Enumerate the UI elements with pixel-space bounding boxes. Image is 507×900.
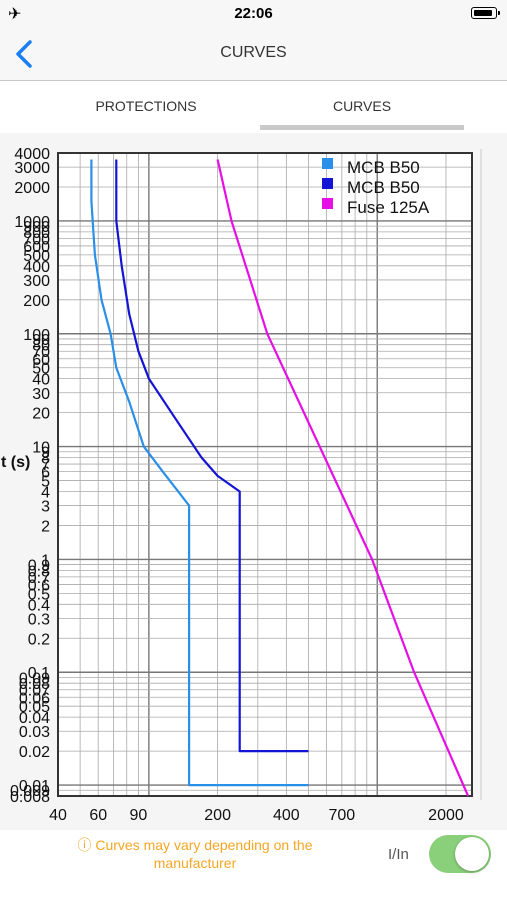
y-tick-label: 400 <box>23 259 50 276</box>
y-tick-label: 10 <box>32 440 50 457</box>
y-tick-label: 0.009 <box>10 783 50 800</box>
chevron-left-icon <box>16 40 32 68</box>
chart-svg: 4000300020001000900800700600500400300200… <box>1 146 482 824</box>
x-tick-label: 40 <box>49 807 67 824</box>
legend-swatch <box>322 178 333 189</box>
footer: ⓘ Curves may vary depending on the manuf… <box>0 830 507 900</box>
y-tick-label: 30 <box>32 386 50 403</box>
y-tick-label: 0.008 <box>10 789 50 806</box>
x-tick-label: 200 <box>204 807 231 824</box>
y-tick-label: 1000 <box>14 214 50 231</box>
legend-label: MCB B50 <box>347 158 420 177</box>
y-tick-label: 2 <box>41 518 50 535</box>
y-tick-label: 100 <box>23 327 50 344</box>
status-bar: ✈ 22:06 <box>0 0 507 28</box>
y-tick-label: 1 <box>41 552 50 569</box>
y-tick-label: 2000 <box>14 180 50 197</box>
legend-label: MCB B50 <box>347 178 420 197</box>
i-in-label: I/In <box>388 846 409 863</box>
y-tick-label: 200 <box>23 293 50 310</box>
y-tick-label: 0.3 <box>28 611 50 628</box>
y-tick-label: 0.04 <box>19 710 50 727</box>
y-tick-label: 0.2 <box>28 631 50 648</box>
x-tick-label: 700 <box>329 807 356 824</box>
note-line-1: ⓘ Curves may vary depending on the <box>77 837 313 853</box>
legend-swatch <box>322 198 333 209</box>
back-button[interactable] <box>10 36 46 72</box>
y-tick-label: 4 <box>41 484 50 501</box>
y-tick-label: 0.7 <box>28 570 50 587</box>
page-title: CURVES <box>220 44 287 61</box>
navigation-bar: CURVES <box>0 28 507 81</box>
y-tick-label: 0.5 <box>28 586 50 603</box>
y-tick-label: 9 <box>41 445 50 462</box>
tab-protections[interactable]: PROTECTIONS <box>95 98 197 114</box>
y-tick-label: 300 <box>23 273 50 290</box>
y-tick-label: 900 <box>23 219 50 236</box>
y-tick-label: 800 <box>23 225 50 242</box>
legend-label: Fuse 125A <box>347 198 430 217</box>
status-time: 22:06 <box>234 5 273 22</box>
y-tick-label: 0.01 <box>19 778 50 795</box>
series-line-2 <box>115 159 309 753</box>
y-tick-label: 600 <box>23 239 50 256</box>
y-tick-label: 80 <box>32 338 50 355</box>
i-in-toggle[interactable] <box>429 835 491 873</box>
y-tick-label: 3 <box>41 499 50 516</box>
x-tick-label: 90 <box>130 807 148 824</box>
x-tick-label: 2000 <box>428 807 464 824</box>
y-tick-label: 0.08 <box>19 676 50 693</box>
y-tick-label: 500 <box>23 248 50 265</box>
x-tick-label: 400 <box>273 807 300 824</box>
y-tick-label: 90 <box>32 332 50 349</box>
y-tick-label: 0.06 <box>19 690 50 707</box>
series-line-3 <box>216 159 470 797</box>
curves-chart: 4000 3000 2000 1000 900 800 700 600 500 400 300 200… <box>0 133 507 833</box>
y-tick-label: 0.4 <box>28 597 50 614</box>
y-tick-label: 40 <box>32 372 50 389</box>
y-tick-label: 0.1 <box>28 665 50 682</box>
y-tick-label: 700 <box>23 231 50 248</box>
y-tick-label: 70 <box>32 344 50 361</box>
y-tick-label: 20 <box>32 406 50 423</box>
series-line-1 <box>90 159 309 787</box>
y-tick-label: 5 <box>41 474 50 491</box>
y-tick-label: 60 <box>32 352 50 369</box>
y-tick-label: 6 <box>41 465 50 482</box>
y-tick-label: 7 <box>41 457 50 474</box>
y-tick-label: 0.6 <box>28 577 50 594</box>
tab-bar: PROTECTIONS CURVES <box>0 88 507 130</box>
y-tick-label: 0.8 <box>28 563 50 580</box>
y-tick-label: 4000 <box>14 146 50 163</box>
y-tick-label: 0.05 <box>19 699 50 716</box>
airplane-icon: ✈ <box>8 6 22 23</box>
y-tick-label: 50 <box>32 361 50 378</box>
chart-series <box>90 159 470 797</box>
y-axis-label: t (s) <box>1 454 30 471</box>
toggle-knob <box>455 837 489 871</box>
x-tick-label: 60 <box>89 807 107 824</box>
y-tick-label: 0.09 <box>19 670 50 687</box>
plot-frame <box>57 152 473 797</box>
y-tick-label: 0.03 <box>19 724 50 741</box>
tab-curves[interactable]: CURVES <box>260 88 464 130</box>
y-tick-label: 8 <box>41 451 50 468</box>
y-tick-label: 0.9 <box>28 558 50 575</box>
legend-swatch <box>322 158 333 169</box>
y-tick-label: 0.07 <box>19 683 50 700</box>
battery-icon <box>471 7 500 19</box>
note-line-2: manufacturer <box>153 855 237 871</box>
y-tick-label: 0.02 <box>19 744 50 761</box>
manufacturer-note: ⓘ Curves may vary depending on the manuf… <box>30 836 360 872</box>
chart-grid <box>57 149 482 800</box>
y-tick-label: 3000 <box>14 160 50 177</box>
chart-axes: 4000300020001000900800700600500400300200… <box>1 146 464 824</box>
